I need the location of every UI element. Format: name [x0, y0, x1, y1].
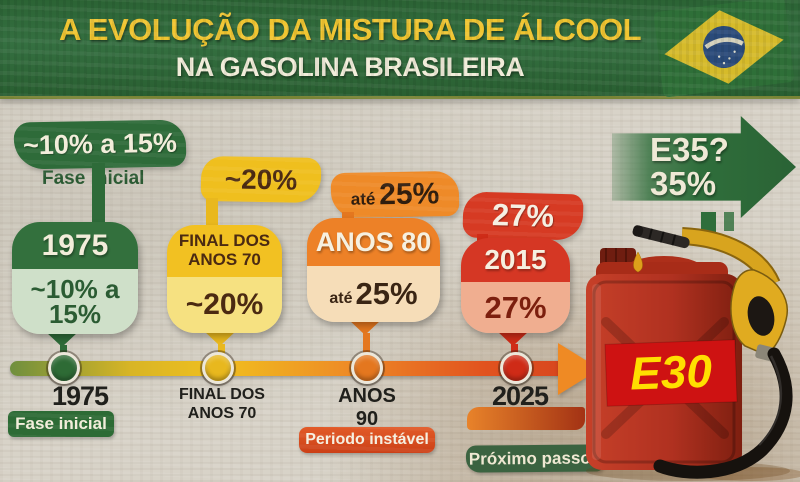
milestone-period: 1975	[12, 222, 138, 269]
connector-line	[511, 344, 518, 359]
fuel-can-illustration: E30	[578, 222, 800, 482]
bubble-tail	[46, 332, 78, 347]
future-label: E35?	[650, 131, 729, 169]
milestone-bubble-anos80: ANOS 80 até 25%	[307, 218, 440, 322]
milestone-bubble-1975: 1975 ~10% a 15%	[12, 222, 138, 334]
future-percent: 35%	[650, 165, 717, 202]
header-banner: A EVOLUÇÃO DA MISTURA DE ÁLCOOL NA GASOL…	[0, 0, 800, 99]
timeline-dot-1975	[48, 352, 80, 384]
badge-periodo-instavel: Periodo instável	[299, 427, 435, 453]
milestone-value: ~10% a 15%	[12, 269, 138, 334]
milestone-period: 2015	[461, 238, 570, 282]
callout-anos70: ~20%	[200, 155, 322, 204]
bubble-tail	[497, 331, 529, 346]
axis-label-1975: 1975	[51, 381, 109, 411]
badge-fase-inicial: Fase inicial	[8, 411, 114, 437]
axis-line: FINAL DOS	[179, 386, 265, 403]
milestone-period: ANOS 80	[307, 218, 440, 266]
axis-line: ANOS 70	[187, 405, 257, 423]
axis-line: ANOS	[338, 385, 396, 407]
title-line1: A EVOLUÇÃO DA MISTURA DE ÁLCOOL	[58, 12, 642, 47]
fuel-hose	[653, 347, 793, 479]
milestone-bubble-anos70: FINAL DOS ANOS 70 ~20%	[167, 225, 282, 333]
milestone-value: 27%	[461, 282, 570, 333]
connector-line	[92, 163, 105, 225]
can-label: E30	[604, 339, 738, 407]
brazil-flag-icon	[653, 0, 795, 98]
axis-label-anos90: ANOS 90	[330, 385, 404, 431]
nozzle-neck	[681, 229, 779, 288]
jerry-can: E30	[586, 248, 742, 470]
timeline-dot-anos70	[202, 352, 234, 384]
timeline-dot-2025	[500, 352, 532, 384]
callout-prefix: até	[350, 188, 376, 209]
axis-label-anos70: FINAL DOS ANOS 70	[172, 385, 272, 423]
bubble-tail	[204, 331, 236, 346]
bubble-tail	[349, 320, 381, 335]
connector-line	[363, 333, 370, 359]
connector-line	[218, 344, 225, 359]
fuel-drop-icon	[633, 251, 643, 273]
title-line2: NA GASOLINA BRASILEIRA	[175, 52, 525, 82]
axis-label-2025: 2025	[491, 381, 549, 411]
timeline-bar	[10, 361, 560, 376]
value-number: 25%	[355, 276, 418, 311]
milestone-bubble-2015: 2015 27%	[461, 238, 570, 333]
nozzle-spout	[632, 225, 690, 249]
can-label-text: E30	[629, 345, 713, 400]
milestone-value: ~20%	[167, 277, 282, 333]
nozzle-grip-hole	[747, 296, 775, 336]
orange-brush-stroke	[467, 407, 585, 430]
timeline-dot-anos90	[351, 352, 383, 384]
fuel-nozzle	[632, 225, 793, 479]
sign-post	[724, 212, 734, 231]
callout-value: 25%	[378, 176, 440, 211]
milestone-value: até 25%	[307, 266, 440, 322]
callout-1975: ~10% a 15%	[13, 119, 187, 170]
milestone-period: FINAL DOS ANOS 70	[167, 225, 282, 277]
value-prefix: até	[329, 290, 353, 307]
future-target-arrow-sign: E35? 35%	[612, 116, 796, 218]
axis-line: 90	[355, 408, 379, 430]
connector-line	[206, 198, 218, 228]
